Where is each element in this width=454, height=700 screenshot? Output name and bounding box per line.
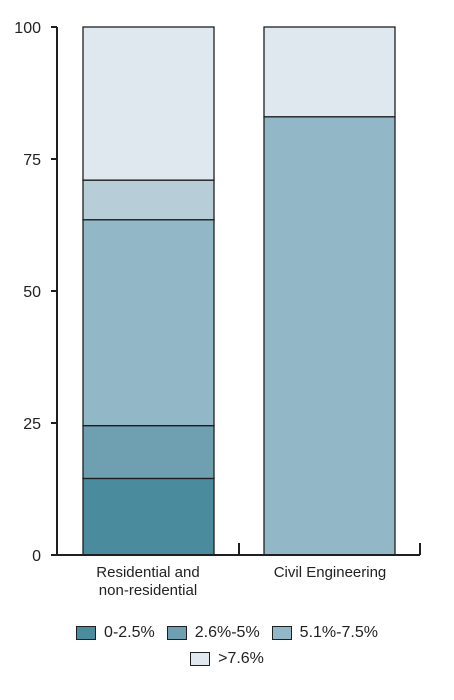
bar-segment — [82, 219, 215, 427]
x-category-label: Civil Engineering — [274, 564, 387, 581]
bar-segment — [82, 26, 215, 181]
legend-item: 0-2.5% — [76, 624, 155, 642]
y-tick-label: 0 — [32, 548, 41, 565]
stacked-bar-chart: 0 25 50 75 100 Residential andnon-residential… — [14, 20, 421, 599]
y-tick-label: 75 — [23, 152, 41, 169]
bar-segment — [82, 179, 215, 221]
legend-swatch — [166, 626, 187, 640]
bar-segment — [263, 26, 396, 118]
legend-row: >7.6% — [0, 646, 454, 672]
legend-item: 5.1%-7.5% — [271, 624, 378, 642]
legend-item: 2.6%-5% — [166, 624, 260, 642]
x-category-label: Residential and — [96, 564, 199, 581]
y-tick-label: 25 — [23, 416, 41, 433]
legend-swatch — [76, 626, 97, 640]
legend-swatch — [271, 626, 292, 640]
bar-segment — [263, 116, 396, 556]
legend-label: 2.6%-5% — [194, 624, 260, 641]
bar-segment — [82, 477, 215, 556]
y-tick-label: 50 — [23, 284, 41, 301]
chart-legend: 0-2.5% 2.6%-5% 5.1%-7.5% >7.6% — [0, 620, 454, 672]
bar-segment — [82, 424, 215, 480]
legend-label: >7.6% — [218, 650, 264, 667]
legend-row: 0-2.5% 2.6%-5% 5.1%-7.5% — [0, 620, 454, 646]
legend-label: 0-2.5% — [104, 624, 155, 641]
legend-label: 5.1%-7.5% — [299, 624, 378, 641]
y-tick-label: 100 — [14, 20, 41, 37]
x-category-label: non-residential — [99, 582, 197, 599]
legend-item: >7.6% — [190, 650, 264, 668]
legend-swatch — [190, 652, 211, 666]
